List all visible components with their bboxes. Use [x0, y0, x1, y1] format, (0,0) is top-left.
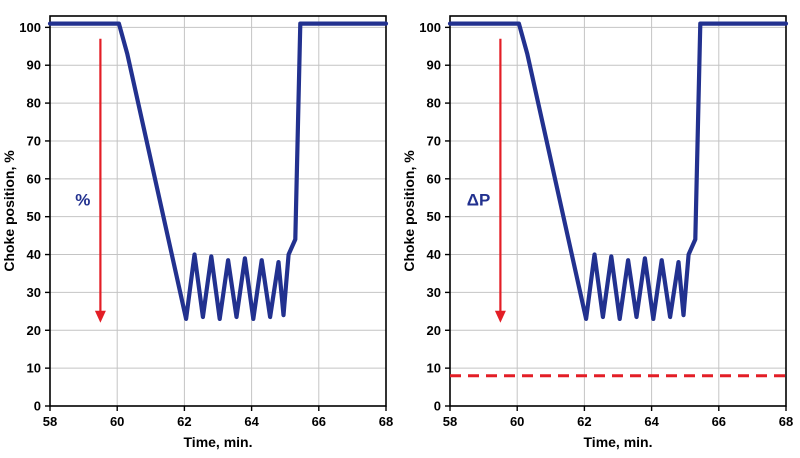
y-tick-label: 30: [27, 285, 41, 300]
plot-area: 0 10 20 30 40 50 60 70 80 90 100 58 60 62 64 66 68: [419, 15, 793, 429]
plot-frame: [449, 15, 787, 407]
y-tick-label: 80: [427, 96, 441, 111]
y-tick-label: 20: [427, 323, 441, 338]
y-tick-label: 70: [427, 133, 441, 148]
y-tick-label: 80: [27, 96, 41, 111]
y-tick-label: 0: [434, 399, 441, 414]
plot-area: 0 10 20 30 40 50 60 70 80 90 100 58 60 62 64 66 68: [19, 15, 393, 429]
x-tick-label: 68: [379, 414, 393, 429]
y-tick-label: 90: [427, 58, 441, 73]
chart-annotation: %: [75, 190, 90, 209]
x-axis-label: Time, min.: [184, 434, 253, 450]
y-tick-label: 60: [27, 171, 41, 186]
y-tick-label: 100: [419, 20, 441, 35]
y-tick-label: 30: [427, 285, 441, 300]
y-axis-label: Choke position, %: [401, 150, 417, 272]
y-tick-label: 10: [27, 361, 41, 376]
chart-annotation: ΔP: [467, 190, 491, 209]
x-tick-label: 62: [177, 414, 191, 429]
choke-position-chart-right: 0 10 20 30 40 50 60 70 80 90 100 58 60 62 64 66 68 Choke…: [401, 15, 793, 450]
x-tick-label: 66: [312, 414, 326, 429]
x-tick-label: 62: [577, 414, 591, 429]
x-tick-label: 68: [779, 414, 793, 429]
down-arrow-head: [94, 310, 106, 323]
y-tick-label: 100: [19, 20, 41, 35]
y-axis-label: Choke position, %: [1, 150, 17, 272]
plot-frame: [49, 15, 387, 407]
y-tick-label: 60: [427, 171, 441, 186]
y-tick-label: 0: [34, 399, 41, 414]
x-tick-label: 64: [644, 414, 659, 429]
y-tick-label: 70: [27, 133, 41, 148]
y-tick-label: 90: [27, 58, 41, 73]
y-tick-label: 50: [427, 209, 441, 224]
choke-position-line: [447, 21, 789, 321]
y-tick-label: 10: [427, 361, 441, 376]
x-tick-label: 58: [43, 414, 57, 429]
y-tick-label: 40: [27, 247, 41, 262]
x-tick-label: 66: [712, 414, 726, 429]
y-tick-label: 20: [27, 323, 41, 338]
x-tick-label: 60: [510, 414, 524, 429]
down-arrow-head: [494, 310, 506, 323]
x-tick-label: 64: [244, 414, 259, 429]
x-tick-label: 58: [443, 414, 457, 429]
y-tick-label: 40: [427, 247, 441, 262]
y-tick-label: 50: [27, 209, 41, 224]
choke-position-chart-left: 0 10 20 30 40 50 60 70 80 90 100 58 60 62 64 66 68 Choke…: [1, 15, 393, 450]
x-tick-label: 60: [110, 414, 124, 429]
choke-position-line: [47, 21, 389, 321]
x-axis-label: Time, min.: [584, 434, 653, 450]
